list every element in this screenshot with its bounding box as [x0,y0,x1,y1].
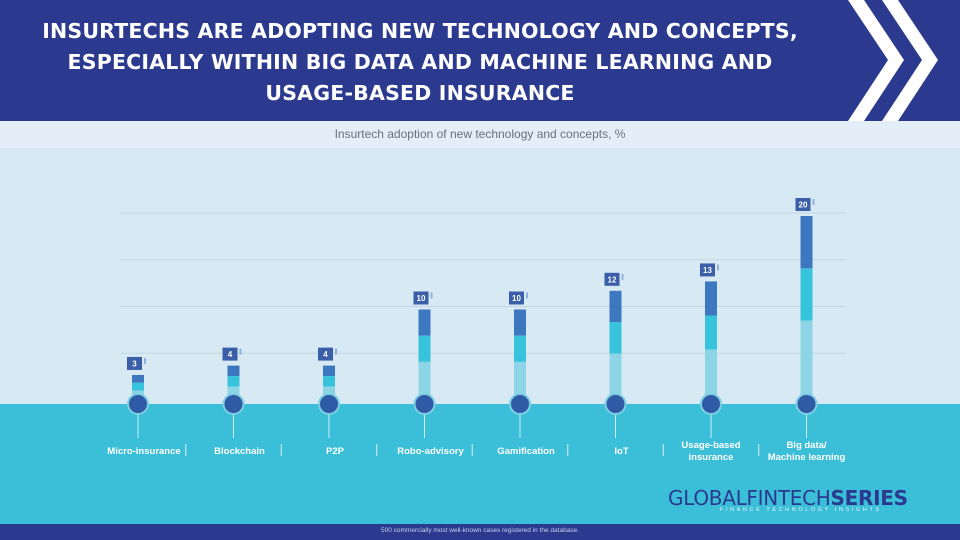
bar-6-segment-1 [705,315,717,350]
title-line-2: ESPECIALLY WITHIN BIG DATA AND MACHINE L… [67,50,773,74]
category-label-line: Usage-based [681,440,740,451]
category-label-1: Blockchain [214,446,265,457]
category-label-line: Big data/ [786,440,826,451]
brand-logo-bold: SERIES [830,486,908,510]
bar-7-segment-0 [800,216,813,269]
bar-4-segment-1 [514,335,526,362]
bar-6-segment-2 [705,349,717,403]
category-label-line: Gamification [497,446,555,457]
category-label-line: Blockchain [214,446,265,457]
category-label-7: Big data/Machine learning [768,440,846,463]
footer-bar [0,524,960,540]
value-label-5: 12 [608,275,617,284]
node-4 [509,393,531,415]
category-label-line: insurance [689,452,734,463]
bar-3-segment-2 [418,361,431,403]
bar-5-segment-0 [609,290,622,323]
chart-title: Insurtech adoption of new technology and… [334,127,626,141]
category-label-line: IoT [614,446,628,457]
value-label-tick-7 [812,199,815,205]
value-label-box-0 [127,356,142,370]
value-label-3: 10 [417,294,426,303]
node-5 [604,393,627,415]
bar-5-segment-2 [609,353,622,403]
category-label-line: P2P [326,446,345,457]
category-label-line: Micro-insurance [107,446,180,457]
brand-logo: GLOBALFINTECHSERIES [668,486,908,510]
category-label-5: IoT [614,446,628,457]
brand-tagline: FINANCE TECHNOLOGY INSIGHTS [720,507,882,513]
bar-7-segment-1 [800,268,813,321]
bar-2-segment-1 [323,376,335,387]
footnote: 500 commercially most well-known cases r… [381,527,579,534]
value-label-box-2 [318,347,333,361]
value-label-box-1 [222,347,238,361]
node-1 [222,393,245,415]
category-label-line: Robo-advisory [397,446,464,457]
value-label-tick-4 [526,292,528,299]
value-label-tick-1 [239,348,242,355]
value-label-tick-0 [144,357,146,364]
ground-band [0,404,960,524]
value-label-box-7 [795,198,811,211]
node-6 [700,393,722,415]
value-label-box-5 [604,272,620,286]
value-label-1: 4 [228,350,233,359]
node-0 [127,393,149,415]
value-label-tick-6 [717,264,719,271]
value-label-0: 3 [132,359,137,368]
bar-3-segment-1 [418,335,431,362]
bar-4-segment-2 [514,361,526,403]
brand-logo-light: GLOBALFINTECH [668,486,831,510]
title-line-3: USAGE-BASED INSURANCE [265,81,575,105]
value-label-box-6 [700,263,715,277]
bar-5-segment-1 [609,322,622,354]
bar-4-segment-0 [514,309,526,336]
category-label-2: P2P [326,446,345,457]
bar-6-segment-0 [705,281,717,316]
category-label-3: Robo-advisory [397,446,464,457]
value-label-6: 13 [703,266,712,275]
bar-1-segment-1 [227,376,240,387]
value-label-2: 4 [323,350,328,359]
bar-1-segment-0 [227,365,240,377]
category-label-0: Micro-insurance [107,446,180,457]
plot-area [0,148,960,404]
double-chevron-icon [848,0,938,121]
value-label-7: 20 [799,201,808,210]
node-3 [413,393,436,415]
bar-0-segment-0 [132,374,144,383]
value-label-box-3 [413,291,429,305]
node-7 [795,393,818,415]
bar-3-segment-0 [418,309,431,336]
bar-7-segment-2 [800,320,813,403]
header-banner: INSURTECHS ARE ADOPTING NEW TECHNOLOGY A… [0,0,960,121]
value-label-tick-3 [430,292,433,299]
category-label-4: Gamification [497,446,555,457]
category-label-line: Machine learning [768,452,846,463]
title-line-1: INSURTECHS ARE ADOPTING NEW TECHNOLOGY A… [42,19,798,43]
value-label-tick-5 [621,273,624,280]
category-label-6: Usage-based insurance [681,440,740,463]
value-label-box-4 [509,291,524,305]
node-2 [318,393,340,415]
value-label-4: 10 [512,294,521,303]
value-label-tick-2 [335,348,337,355]
page-title: INSURTECHS ARE ADOPTING NEW TECHNOLOGY A… [10,16,830,109]
bar-2-segment-0 [323,365,335,377]
bar-0-segment-1 [132,382,144,391]
